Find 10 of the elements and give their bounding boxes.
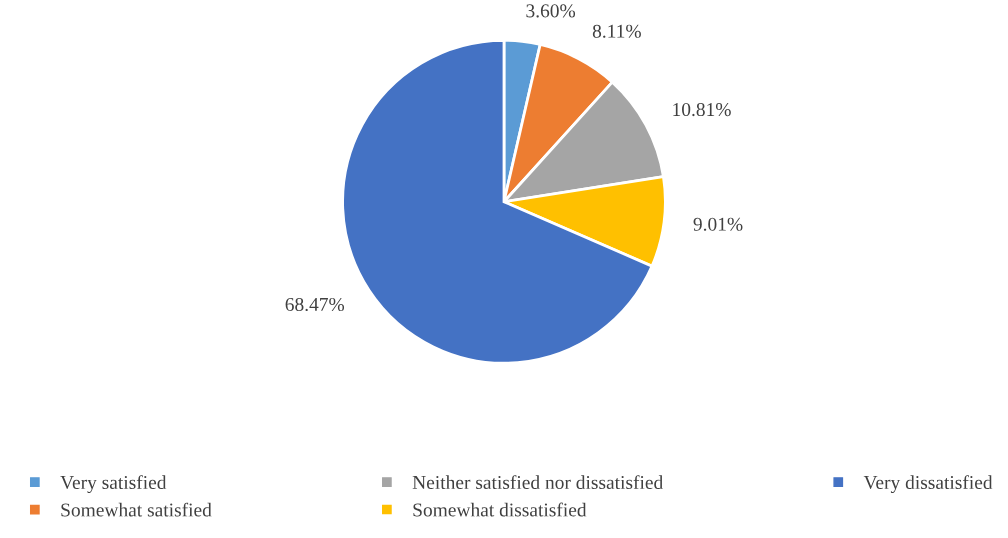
legend-label: Very satisfied — [60, 475, 167, 494]
data-label: 10.81% — [673, 102, 731, 117]
legend-label: Somewhat satisfied — [61, 502, 212, 517]
data-label: 3.60% — [526, 4, 576, 18]
legend-label: Neither satisfied nor dissatisfied — [412, 475, 664, 490]
data-label: 9.01% — [693, 217, 743, 231]
data-label: 68.47% — [285, 297, 345, 312]
data-label: 8.11% — [592, 24, 641, 38]
legend-label: Somewhat dissatisfied — [413, 502, 587, 517]
legend-label: Very dissatisfied — [863, 475, 993, 494]
